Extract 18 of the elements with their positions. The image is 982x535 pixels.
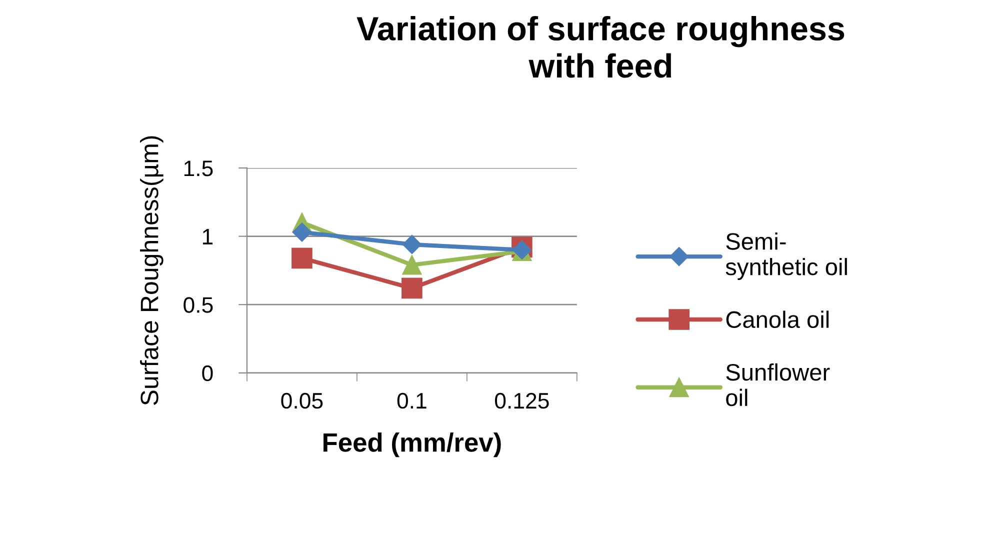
legend-label: Sunflower oil (726, 363, 830, 406)
x-axis-title: Feed (mm/rev) (324, 432, 501, 458)
y-tick-label: 0 (202, 365, 213, 382)
legend-label: Semi- synthetic oil (726, 232, 847, 280)
x-tick-label: 0.125 (495, 392, 549, 409)
y-tick-label: 0.5 (184, 297, 213, 313)
point (292, 222, 312, 242)
y-tick-label: 1 (202, 229, 213, 244)
point (402, 278, 422, 299)
y-axis-title: Surface Roughness(µm) (140, 136, 164, 406)
x-tick-label: 0.05 (281, 392, 323, 409)
x-tick-label: 0.1 (397, 392, 426, 409)
point (292, 248, 312, 269)
y-tick-label: 1.5 (184, 160, 213, 176)
point (402, 255, 422, 275)
legend-label: Canola oil (726, 310, 829, 328)
chart-title: Variation of surface roughness with feed (356, 16, 844, 78)
point (402, 234, 422, 254)
